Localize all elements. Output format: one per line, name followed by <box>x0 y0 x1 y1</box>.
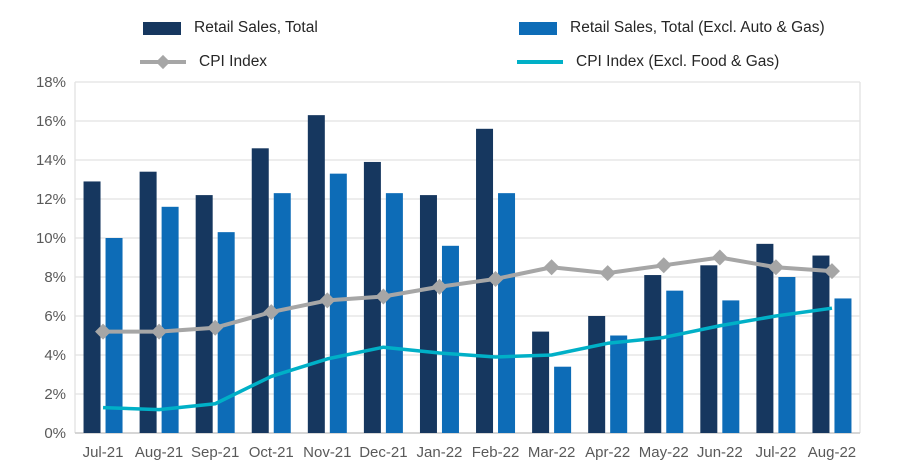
bar <box>195 195 213 433</box>
diamond-marker-icon <box>823 263 840 280</box>
y-tick-label: 12% <box>36 191 66 208</box>
bar <box>217 232 235 433</box>
diamond-marker-icon <box>151 323 168 340</box>
x-tick-label: Jul-21 <box>83 444 124 461</box>
x-axis-labels: Jul-21 Aug-21 Sep-21 Oct-21 Nov-21 Dec-21 Jan-… <box>83 444 857 461</box>
y-tick-label: 8% <box>44 269 66 286</box>
diamond-marker-icon <box>319 292 336 309</box>
legend-item-cpi-excl: CPI Index (Excl. Food & Gas) <box>517 54 779 70</box>
y-tick-label: 0% <box>44 425 66 442</box>
diamond-marker-icon <box>431 278 448 295</box>
diamond-marker-icon <box>767 259 784 276</box>
bar <box>83 181 101 433</box>
x-tick-label: Nov-21 <box>303 444 351 461</box>
cpi-excl-swatch <box>517 60 563 64</box>
legend-label: Retail Sales, Total (Excl. Auto & Gas) <box>570 19 825 37</box>
y-axis-labels: 0% 2% 4% 6% 8% 10% 12% 14% 16% 18% <box>36 74 66 442</box>
y-tick-label: 2% <box>44 386 66 403</box>
bar <box>251 148 269 434</box>
legend-label: CPI Index <box>199 53 268 71</box>
x-tick-label: Jul-22 <box>755 444 796 461</box>
bar <box>554 366 572 433</box>
y-tick-label: 18% <box>36 74 66 91</box>
diamond-marker-icon <box>375 288 392 305</box>
bar <box>161 206 179 433</box>
diamond-marker-icon <box>487 270 504 287</box>
x-tick-label: Mar-22 <box>528 444 576 461</box>
bar <box>700 265 718 433</box>
bar <box>385 193 403 433</box>
legend-item-retail-sales-total: Retail Sales, Total <box>143 20 318 36</box>
bar <box>666 290 684 433</box>
bar <box>756 243 774 433</box>
bar <box>419 195 437 433</box>
line-series-0 <box>95 249 840 340</box>
bar <box>722 300 740 433</box>
legend-label: Retail Sales, Total <box>194 19 318 37</box>
y-tick-label: 6% <box>44 308 66 325</box>
bar <box>329 173 347 433</box>
line-series-1 <box>102 306 833 412</box>
bar <box>644 275 662 433</box>
bar <box>139 171 157 433</box>
legend-item-retail-sales-excl: Retail Sales, Total (Excl. Auto & Gas) <box>519 20 825 36</box>
bar-series-0 <box>83 115 830 434</box>
bar <box>588 316 606 433</box>
cpi-index-swatch <box>140 54 186 70</box>
diamond-marker-icon <box>207 319 224 336</box>
gridlines <box>74 81 861 434</box>
y-tick-label: 10% <box>36 230 66 247</box>
bar <box>834 298 852 433</box>
y-tick-label: 14% <box>36 152 66 169</box>
diamond-marker-icon <box>711 249 728 266</box>
diamond-marker-icon <box>543 259 560 276</box>
bar <box>105 238 123 433</box>
bar <box>532 331 550 433</box>
x-tick-label: Dec-21 <box>359 444 407 461</box>
retail-sales-excl-swatch <box>519 21 557 35</box>
diamond-marker-icon <box>655 257 672 274</box>
bar <box>610 335 628 433</box>
legend-item-cpi-index: CPI Index <box>140 54 267 70</box>
x-tick-label: Jan-22 <box>417 444 463 461</box>
bar <box>778 277 796 433</box>
x-tick-label: Aug-21 <box>135 444 183 461</box>
diamond-marker-icon <box>95 323 112 340</box>
bar <box>812 255 830 433</box>
x-tick-label: Feb-22 <box>472 444 520 461</box>
line-path <box>102 306 833 412</box>
x-tick-label: May-22 <box>639 444 689 461</box>
bar <box>498 193 516 433</box>
retail-sales-total-swatch <box>143 21 181 35</box>
x-tick-label: Sep-21 <box>191 444 239 461</box>
x-tick-label: Aug-22 <box>808 444 856 461</box>
line-path <box>103 255 833 334</box>
y-tick-label: 16% <box>36 113 66 130</box>
diamond-marker-icon <box>599 265 616 282</box>
bar <box>441 245 459 433</box>
diamond-marker-icon <box>263 304 280 321</box>
x-tick-label: Apr-22 <box>585 444 630 461</box>
x-tick-label: Oct-21 <box>249 444 294 461</box>
bar <box>307 115 325 434</box>
y-tick-label: 4% <box>44 347 66 364</box>
legend-label: CPI Index (Excl. Food & Gas) <box>576 53 780 71</box>
x-tick-label: Jun-22 <box>697 444 743 461</box>
